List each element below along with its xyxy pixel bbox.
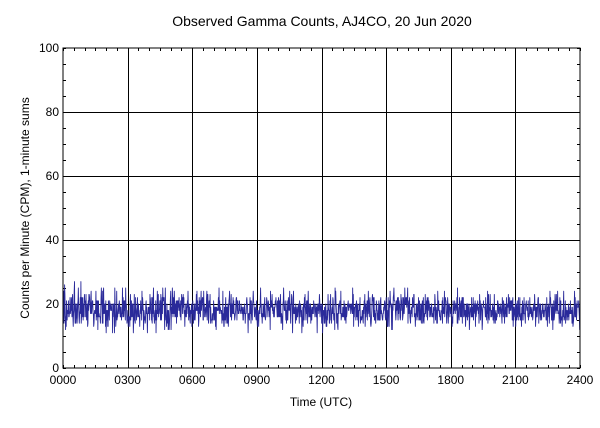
x-tick-label: 1800 xyxy=(437,373,464,387)
x-tick-label: 1500 xyxy=(373,373,400,387)
y-tick-label: 0 xyxy=(52,361,59,375)
y-tick-label: 40 xyxy=(46,233,60,247)
chart-title: Observed Gamma Counts, AJ4CO, 20 Jun 202… xyxy=(172,13,472,29)
y-tick-label: 20 xyxy=(46,297,60,311)
x-tick-label: 2400 xyxy=(567,373,594,387)
series-line xyxy=(62,281,581,334)
x-axis-label: Time (UTC) xyxy=(290,395,352,409)
x-tick-label: 0900 xyxy=(244,373,271,387)
y-axis-label: Counts per Minute (CPM), 1-minute sums xyxy=(18,97,32,318)
grid xyxy=(63,48,580,368)
x-tick-label: 0000 xyxy=(50,373,77,387)
series xyxy=(62,281,581,334)
y-tick-label: 60 xyxy=(46,169,60,183)
x-tick-labels: 0000 0300 0600 0900 1200 1500 1800 2100 2400 xyxy=(50,373,594,387)
y-tick-label: 80 xyxy=(46,105,60,119)
x-tick-label: 0600 xyxy=(179,373,206,387)
x-tick-label: 2100 xyxy=(502,373,529,387)
plot-border xyxy=(62,47,581,369)
x-tick-label: 0300 xyxy=(114,373,141,387)
y-tick-label: 100 xyxy=(39,41,59,55)
y-tick-labels: 0 20 40 60 80 100 xyxy=(39,41,59,375)
x-tick-label: 1200 xyxy=(308,373,335,387)
